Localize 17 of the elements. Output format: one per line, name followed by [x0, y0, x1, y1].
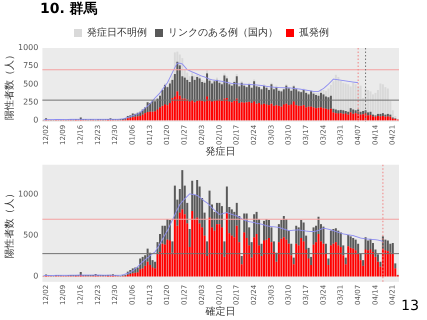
- y-tick-label: 1000: [18, 43, 38, 52]
- legend-label: 発症日不明例: [87, 26, 147, 39]
- y-tick-label: 500: [23, 79, 38, 88]
- y-axis-title: 陽性者数（人）: [4, 50, 16, 120]
- y-tick-label: 750: [23, 61, 38, 70]
- chart-title: 10. 群馬: [39, 0, 99, 18]
- y-tick-label: 500: [23, 230, 38, 240]
- legend-label: リンクのある例（国内）: [168, 26, 278, 39]
- legend-label: 孤発例: [299, 26, 329, 39]
- y-tick-label: 250: [23, 97, 38, 106]
- y-axis-title: 陽性者数（人）: [4, 188, 16, 258]
- x-axis-title: 確定日: [204, 306, 236, 318]
- y-tick-label: 0: [33, 272, 38, 281]
- y-tick-label: 0: [33, 115, 38, 124]
- x-axis-title: 発症日: [206, 146, 236, 158]
- y-tick-label: 1000: [18, 190, 38, 199]
- text: 13: [401, 298, 419, 314]
